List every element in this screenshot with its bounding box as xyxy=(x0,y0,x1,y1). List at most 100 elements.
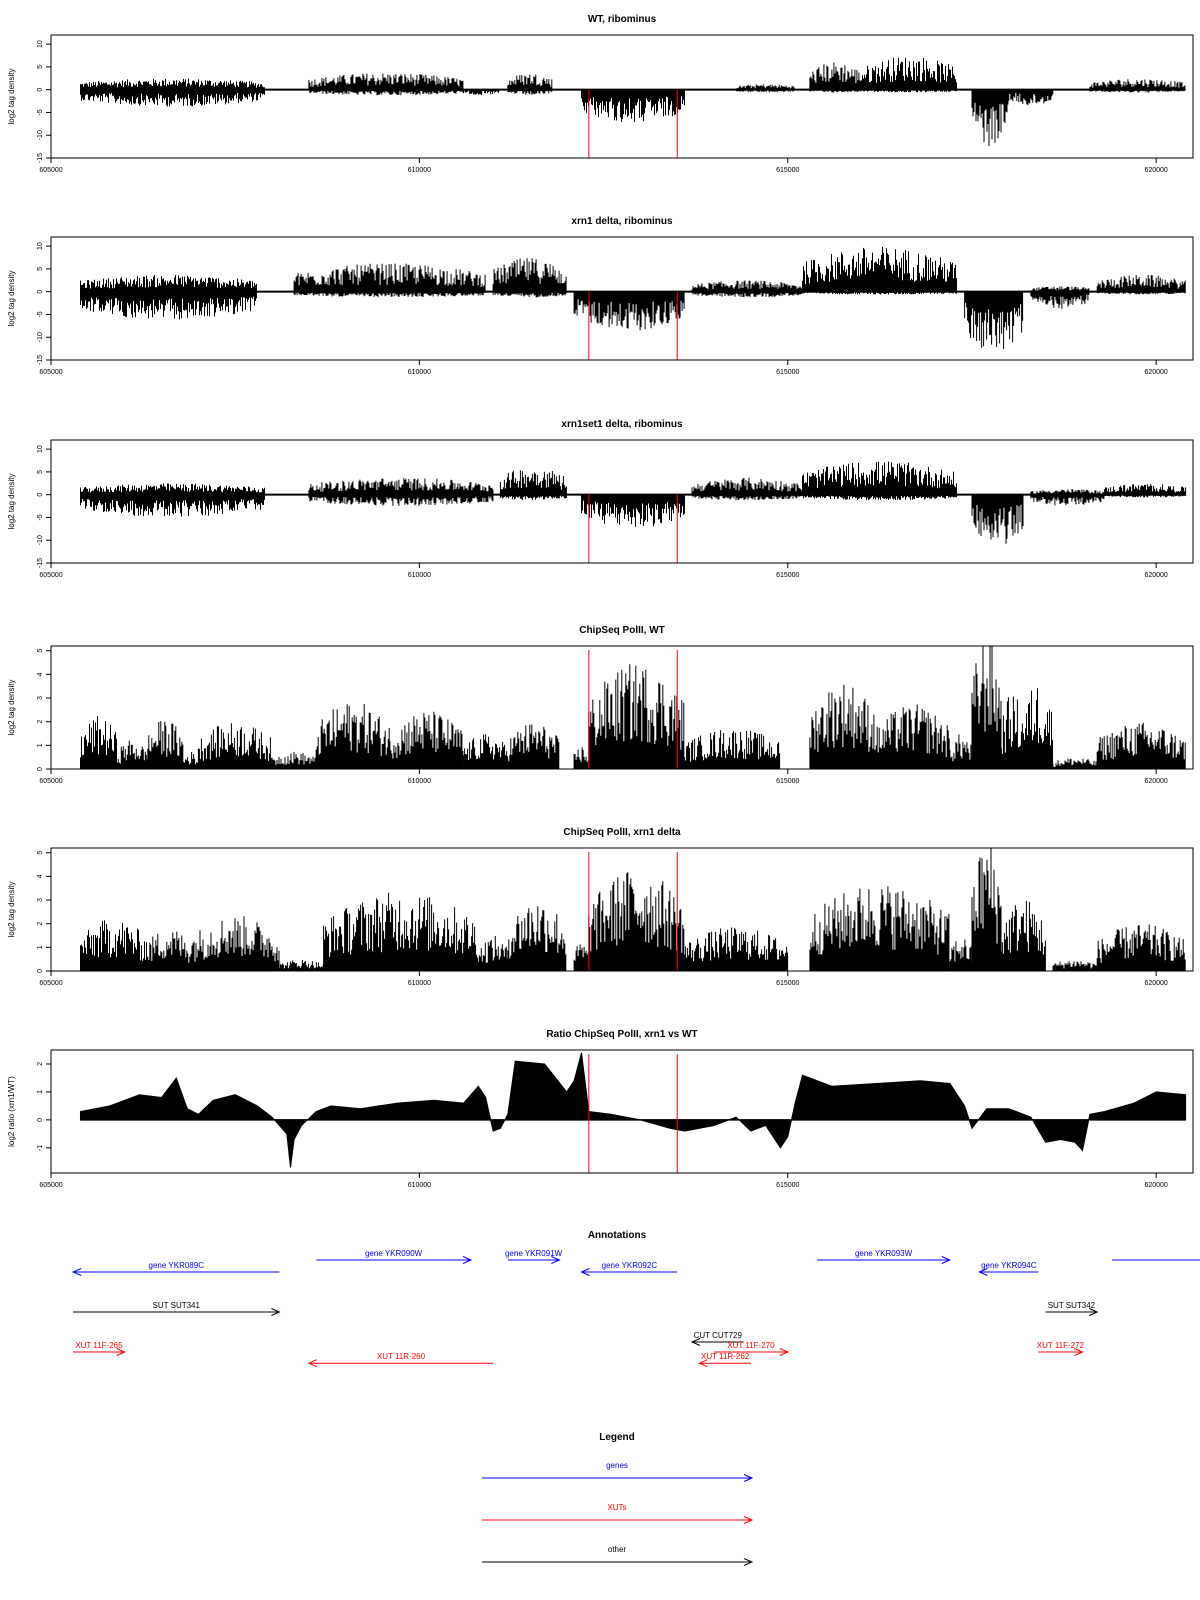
x-tick-label: 610000 xyxy=(408,572,431,579)
data-bars xyxy=(971,848,1002,971)
data-bars xyxy=(197,723,272,769)
annotation-xut: XUT 11R-260 xyxy=(307,1352,494,1368)
data-segment xyxy=(293,263,486,298)
data-segment xyxy=(735,84,795,93)
data-segment xyxy=(1000,900,1046,971)
data-bars xyxy=(802,246,957,295)
y-tick-label: 1 xyxy=(37,945,44,949)
data-bars xyxy=(1008,89,1054,106)
legend-label: other xyxy=(608,1545,627,1554)
legend-items: genes XUTs other xyxy=(482,1461,754,1566)
y-tick-label: 1 xyxy=(37,743,44,747)
y-tick-label: 10 xyxy=(37,445,44,453)
y-tick-label: 4 xyxy=(37,874,44,878)
data-bars xyxy=(875,704,950,769)
data-segment xyxy=(581,494,685,527)
plot-frame xyxy=(50,847,1194,972)
plot-area xyxy=(80,461,1187,563)
annotation-label: SUT SUT342 xyxy=(1048,1301,1096,1310)
annotation-arrow xyxy=(580,1268,678,1276)
plot-frame xyxy=(50,645,1194,770)
x-tick-label: 615000 xyxy=(776,1182,799,1189)
y-tick-label: -10 xyxy=(37,332,44,342)
annotation-items: gene YKR089C gene YKR090W gene YKR091W gene… xyxy=(71,1249,1200,1368)
annotation-arrow xyxy=(978,1268,1039,1276)
y-tick-label: 5 xyxy=(37,649,44,653)
y-tick-label: 5 xyxy=(37,851,44,855)
data-bars xyxy=(949,939,973,971)
x-tick-label: 620000 xyxy=(1144,778,1167,785)
data-segment xyxy=(80,78,265,107)
y-axis-label: log2 tag density xyxy=(7,270,16,326)
data-segment xyxy=(861,57,957,93)
plot-area xyxy=(80,57,1186,158)
y-tick-label: -15 xyxy=(37,355,44,365)
data-segment xyxy=(308,73,464,96)
x-axis: 605000 610000 615000 620000 xyxy=(39,1173,1168,1189)
chart-title: WT, ribominus xyxy=(588,14,657,25)
data-segment xyxy=(971,848,1002,971)
data-segment xyxy=(588,664,685,769)
annotation-label: gene YKR091W xyxy=(505,1249,563,1258)
data-bars xyxy=(691,280,803,298)
annotation-arrow xyxy=(507,1256,561,1264)
ratio-area xyxy=(79,1052,1187,1168)
annotation-label: XUT 11F-265 xyxy=(75,1341,123,1350)
annotation-label: gene YKR092C xyxy=(602,1261,658,1270)
annotation-other: CUT CUT729 xyxy=(690,1331,744,1346)
annotation-gene: gene YKR093W xyxy=(817,1249,952,1264)
data-segment xyxy=(507,906,567,971)
y-axis-label: log2 tag density xyxy=(7,68,16,124)
x-tick-label: 620000 xyxy=(1144,167,1167,174)
y-tick-label: 2 xyxy=(37,720,44,724)
data-bars xyxy=(684,927,789,971)
x-tick-label: 605000 xyxy=(39,1182,62,1189)
data-segment xyxy=(1052,961,1098,971)
annotation-label: gene YKR089C xyxy=(149,1261,205,1270)
data-bars xyxy=(499,470,567,501)
data-bars xyxy=(581,89,685,122)
data-bars xyxy=(691,477,803,501)
data-bars xyxy=(588,664,685,769)
chart-panel: ChipSeq PolII, xrn1 delta log2 tag densit… xyxy=(7,827,1194,987)
y-tick-label: 1 xyxy=(37,1090,44,1094)
annotation-gene: gene YKR092C xyxy=(580,1261,678,1276)
x-axis: 605000 610000 615000 620000 xyxy=(39,769,1168,785)
data-segment xyxy=(949,939,973,971)
y-tick-label: -5 xyxy=(37,109,44,115)
y-tick-label: -15 xyxy=(37,558,44,568)
data-segment xyxy=(809,684,877,769)
y-axis: 0 1 2 3 4 5 xyxy=(37,649,51,771)
data-bars xyxy=(477,936,508,971)
chart-title: ChipSeq PolII, WT xyxy=(579,625,665,636)
data-segment xyxy=(684,927,789,971)
data-bars xyxy=(308,73,464,96)
annotation-label: XUT 11F-270 xyxy=(727,1341,775,1350)
data-bars xyxy=(1030,489,1105,506)
data-bars xyxy=(80,920,147,971)
annotation-arrow xyxy=(482,1516,754,1524)
x-tick-label: 605000 xyxy=(39,369,62,376)
annotation-arrow xyxy=(698,1359,751,1368)
data-bars xyxy=(802,461,957,501)
data-segment xyxy=(875,704,950,769)
x-axis: 605000 610000 615000 620000 xyxy=(39,158,1168,174)
data-bars xyxy=(971,646,1002,769)
data-bars xyxy=(573,291,685,331)
data-bars xyxy=(1052,961,1098,971)
data-bars xyxy=(809,684,877,769)
annotation-gene: gene YKR091W xyxy=(505,1249,563,1264)
data-segment xyxy=(1052,758,1098,769)
data-segment xyxy=(146,721,184,769)
legend: Legend genes XUTs other xyxy=(482,1432,754,1566)
data-bars xyxy=(278,960,324,971)
data-bars xyxy=(293,263,486,298)
data-segment xyxy=(684,730,781,769)
x-tick-label: 605000 xyxy=(39,167,62,174)
y-tick-label: 0 xyxy=(37,290,44,294)
data-bars xyxy=(573,944,589,971)
data-bars xyxy=(507,74,553,95)
data-bars xyxy=(1000,696,1024,769)
x-tick-label: 615000 xyxy=(776,369,799,376)
